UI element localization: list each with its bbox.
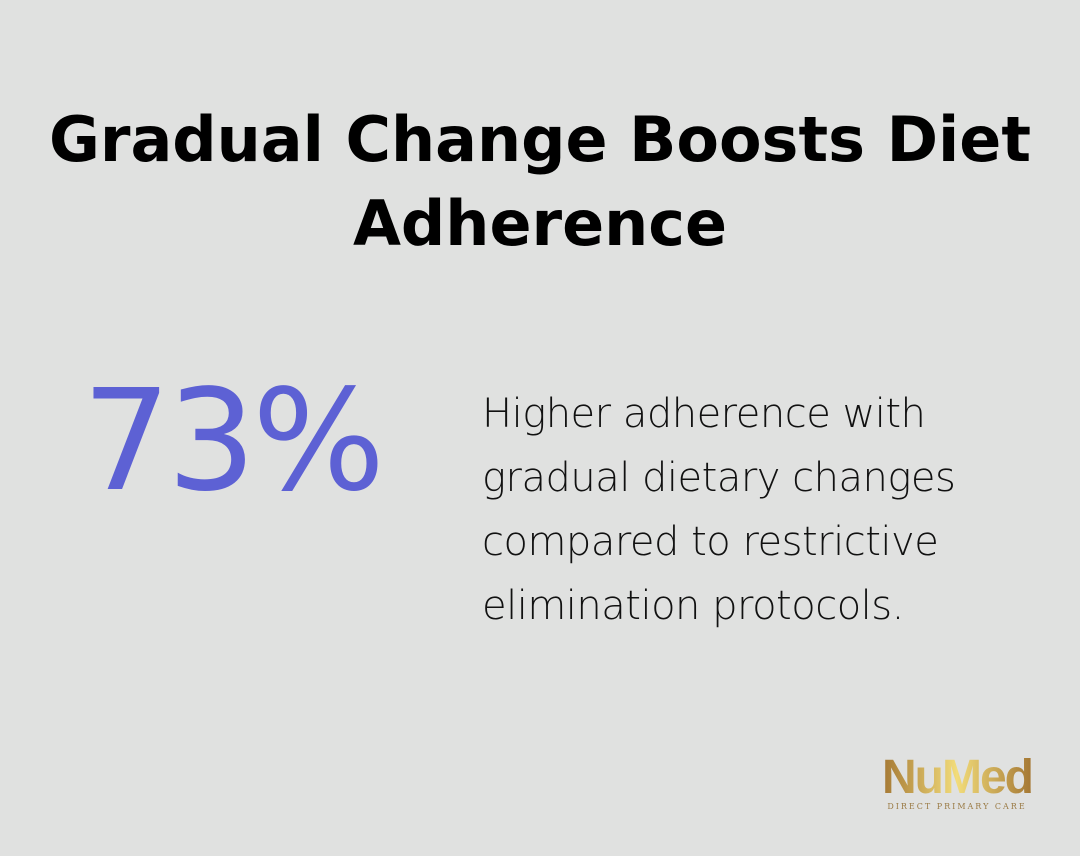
stat-value: 73% (82, 360, 385, 523)
page-title: Gradual Change Boosts Diet Adherence (48, 103, 1031, 260)
stat-description: Higher adherence with gradual dietary ch… (482, 391, 956, 629)
logo-name: NuMed (872, 752, 1042, 804)
numed-logo: NuMed DIRECT PRIMARY CARE (872, 752, 1042, 812)
logo-tagline: DIRECT PRIMARY CARE (887, 802, 1027, 811)
